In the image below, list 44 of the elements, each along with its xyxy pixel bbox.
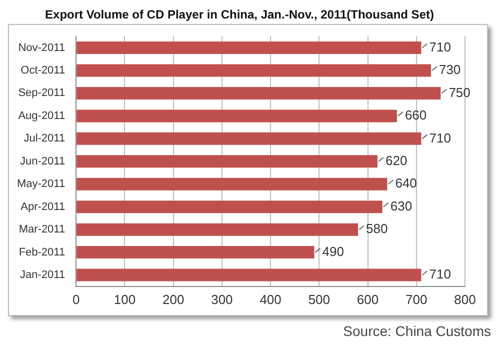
x-tick-label: 400 — [260, 292, 282, 307]
y-tick-label: Nov-2011 — [18, 42, 66, 54]
x-tick-label: 300 — [211, 292, 233, 307]
data-label: 730 — [438, 62, 461, 78]
chart-title: Export Volume of CD Player in China, Jan.-Nov., 2011(Thousand Set) — [45, 8, 434, 22]
y-tick-label: Jan-2011 — [20, 269, 66, 282]
bar — [76, 42, 422, 54]
y-tick-label: Oct-2011 — [20, 64, 66, 77]
bar — [76, 132, 422, 145]
x-tick-label: 600 — [356, 292, 379, 307]
data-label: 710 — [429, 266, 451, 282]
bar — [76, 110, 397, 122]
data-label: 710 — [429, 39, 451, 54]
bar — [76, 246, 314, 259]
y-tick-label: Sep-2011 — [18, 87, 66, 100]
bar — [76, 178, 388, 190]
x-tick-label: 500 — [308, 292, 330, 307]
source-note: Source: China Customs — [343, 323, 491, 339]
x-tick-label: 800 — [454, 292, 476, 307]
y-tick-label: Jun-2011 — [20, 155, 66, 168]
data-label: 710 — [429, 130, 451, 146]
bar — [76, 64, 431, 77]
bar — [76, 86, 441, 100]
x-tick-label: 700 — [406, 292, 428, 307]
data-label: 490 — [322, 244, 344, 259]
y-tick-label: Feb-2011 — [18, 246, 66, 258]
data-label: 750 — [448, 84, 470, 100]
y-tick-label: May-2011 — [16, 178, 66, 190]
bar — [76, 223, 358, 236]
y-tick-label: Mar-2011 — [18, 224, 66, 236]
y-tick-label: Jul-2011 — [24, 132, 66, 145]
bar — [76, 155, 378, 168]
data-label: 630 — [390, 198, 412, 214]
x-tick-label: 0 — [72, 292, 80, 307]
data-label: 580 — [366, 221, 388, 236]
data-label: 640 — [395, 176, 417, 191]
y-tick-label: Aug-2011 — [18, 110, 66, 122]
data-label: 660 — [404, 108, 427, 123]
data-label: 620 — [385, 152, 408, 168]
bar — [76, 200, 382, 214]
x-tick-label: 100 — [114, 292, 136, 307]
x-tick-label: 200 — [162, 292, 184, 307]
y-tick-label: Apr-2011 — [20, 200, 66, 213]
bar — [76, 268, 422, 282]
